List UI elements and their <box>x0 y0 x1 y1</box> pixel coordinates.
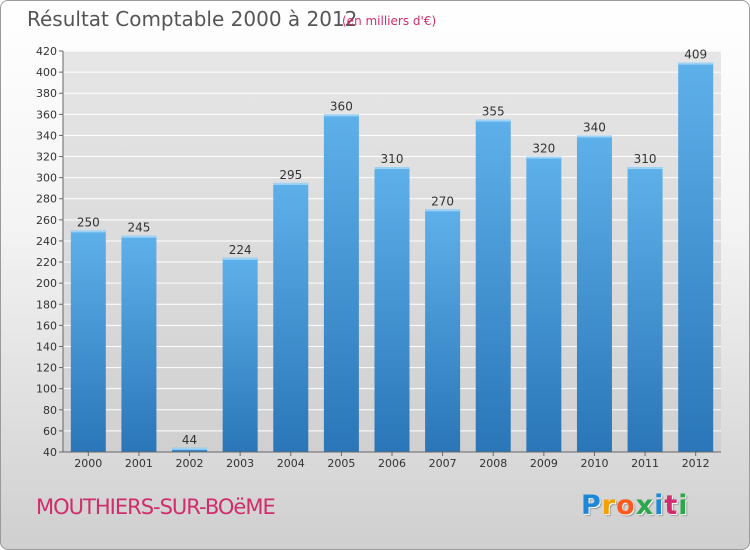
x-tick-label: 2009 <box>530 457 558 470</box>
bar <box>172 447 208 452</box>
x-tick-label: 2008 <box>479 457 507 470</box>
y-tick-label: 340 <box>36 129 57 142</box>
bar-value-label: 320 <box>532 142 555 156</box>
y-tick-label: 220 <box>36 256 57 269</box>
y-tick-label: 180 <box>36 298 57 311</box>
x-tick-label: 2010 <box>580 457 608 470</box>
bar-top-highlight <box>576 135 612 138</box>
bar-top-highlight <box>121 235 157 238</box>
bar <box>323 114 359 452</box>
bar <box>273 182 309 452</box>
y-tick-label: 360 <box>36 108 57 121</box>
bar-value-label: 224 <box>229 243 252 257</box>
y-tick-label: 100 <box>36 383 57 396</box>
bar-top-highlight <box>526 156 562 159</box>
chart-unit-label: (en milliers d'€) <box>342 14 437 28</box>
y-tick-label: 380 <box>36 87 57 100</box>
x-tick-label: 2000 <box>74 457 102 470</box>
bar-value-label: 310 <box>381 152 404 166</box>
bar-top-highlight <box>172 447 208 450</box>
x-tick-label: 2002 <box>176 457 204 470</box>
x-tick-label: 2006 <box>378 457 406 470</box>
y-tick-label: 40 <box>43 446 57 459</box>
x-tick-label: 2004 <box>277 457 305 470</box>
bar-top-highlight <box>374 167 410 170</box>
bar-value-label: 360 <box>330 99 353 113</box>
logo-letter: x <box>635 490 655 521</box>
y-tick-label: 300 <box>36 172 57 185</box>
proxiti-logo[interactable]: Proxiti <box>581 490 689 521</box>
bar-value-label: 44 <box>182 433 197 447</box>
bar-top-highlight <box>627 167 663 170</box>
bar-top-highlight <box>425 209 461 212</box>
y-tick-label: 80 <box>43 404 57 417</box>
bar <box>374 167 410 452</box>
bar-top-highlight <box>678 62 714 65</box>
logo-letter: i <box>678 490 689 521</box>
bar-value-label: 409 <box>684 48 707 62</box>
y-tick-label: 200 <box>36 277 57 290</box>
x-tick-label: 2012 <box>682 457 710 470</box>
y-tick-label: 120 <box>36 362 57 375</box>
bar <box>576 135 612 452</box>
y-tick-label: 320 <box>36 151 57 164</box>
x-tick-label: 2011 <box>631 457 659 470</box>
y-tick-label: 420 <box>36 45 57 58</box>
bar <box>627 167 663 452</box>
bar-top-highlight <box>323 114 359 117</box>
y-tick-label: 400 <box>36 66 57 79</box>
y-tick-label: 280 <box>36 193 57 206</box>
chart-title: Résultat Comptable 2000 à 2012 <box>27 7 358 31</box>
bar-top-highlight <box>222 257 258 260</box>
bar-top-highlight <box>70 230 106 233</box>
logo-letter: P <box>581 490 602 521</box>
x-tick-label: 2003 <box>226 457 254 470</box>
logo-letter: t <box>664 490 679 521</box>
bar-value-label: 250 <box>77 215 100 229</box>
bar <box>475 119 511 452</box>
bar <box>222 257 258 452</box>
bar <box>121 235 157 452</box>
bar <box>425 209 461 452</box>
bar <box>70 230 106 452</box>
bar-value-label: 245 <box>127 221 150 235</box>
y-tick-label: 140 <box>36 340 57 353</box>
logo-letter: r <box>601 490 617 521</box>
bar-value-label: 310 <box>634 152 657 166</box>
x-tick-label: 2001 <box>125 457 153 470</box>
x-tick-label: 2007 <box>429 457 457 470</box>
bar-top-highlight <box>273 182 309 185</box>
bar-value-label: 270 <box>431 194 454 208</box>
y-tick-label: 160 <box>36 319 57 332</box>
y-tick-label: 60 <box>43 425 57 438</box>
logo-letter: o <box>616 490 636 521</box>
bar-value-label: 340 <box>583 120 606 134</box>
bar <box>526 156 562 453</box>
bar-value-label: 295 <box>279 168 302 182</box>
y-tick-label: 260 <box>36 214 57 227</box>
bar-top-highlight <box>475 119 511 122</box>
y-tick-label: 240 <box>36 235 57 248</box>
logo-letter: i <box>654 490 665 521</box>
commune-name: MOUTHIERS-SUR-BOëME <box>36 495 276 519</box>
x-tick-label: 2005 <box>327 457 355 470</box>
bar <box>678 62 714 452</box>
bar-value-label: 355 <box>482 105 505 119</box>
